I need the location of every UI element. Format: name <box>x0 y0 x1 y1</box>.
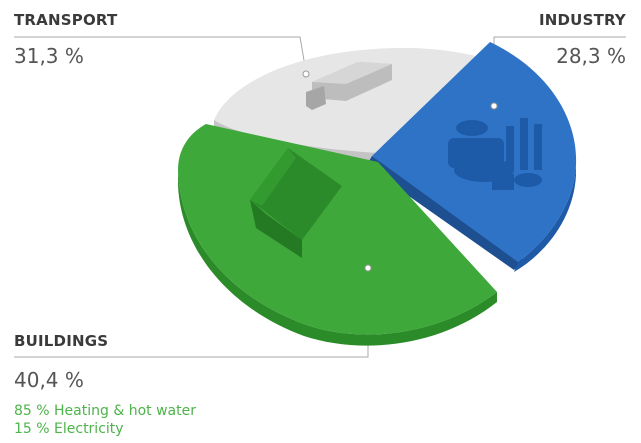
pie-slice-transport <box>214 47 480 163</box>
buildings-leader-dot <box>364 264 372 272</box>
truck-icon <box>306 62 392 110</box>
industry-label: INDUSTRY <box>539 11 626 29</box>
industry-value: 28,3 % <box>556 44 626 68</box>
pie-slice-buildings <box>178 124 497 346</box>
industry-leader-dot <box>490 102 498 110</box>
house-icon <box>250 148 342 258</box>
transport-leader-line <box>14 36 307 73</box>
buildings-value: 40,4 % <box>14 368 84 392</box>
transport-label: TRANSPORT <box>14 11 118 29</box>
transport-leader-dot <box>302 70 310 78</box>
buildings-breakdown-heating: 85 % Heating & hot water <box>14 403 196 419</box>
buildings-label: BUILDINGS <box>14 332 109 350</box>
pie-slice-industry <box>366 42 577 272</box>
buildings-breakdown-electricity: 15 % Electricity <box>14 421 124 437</box>
transport-value: 31,3 % <box>14 44 84 68</box>
factory-icon <box>448 118 542 190</box>
